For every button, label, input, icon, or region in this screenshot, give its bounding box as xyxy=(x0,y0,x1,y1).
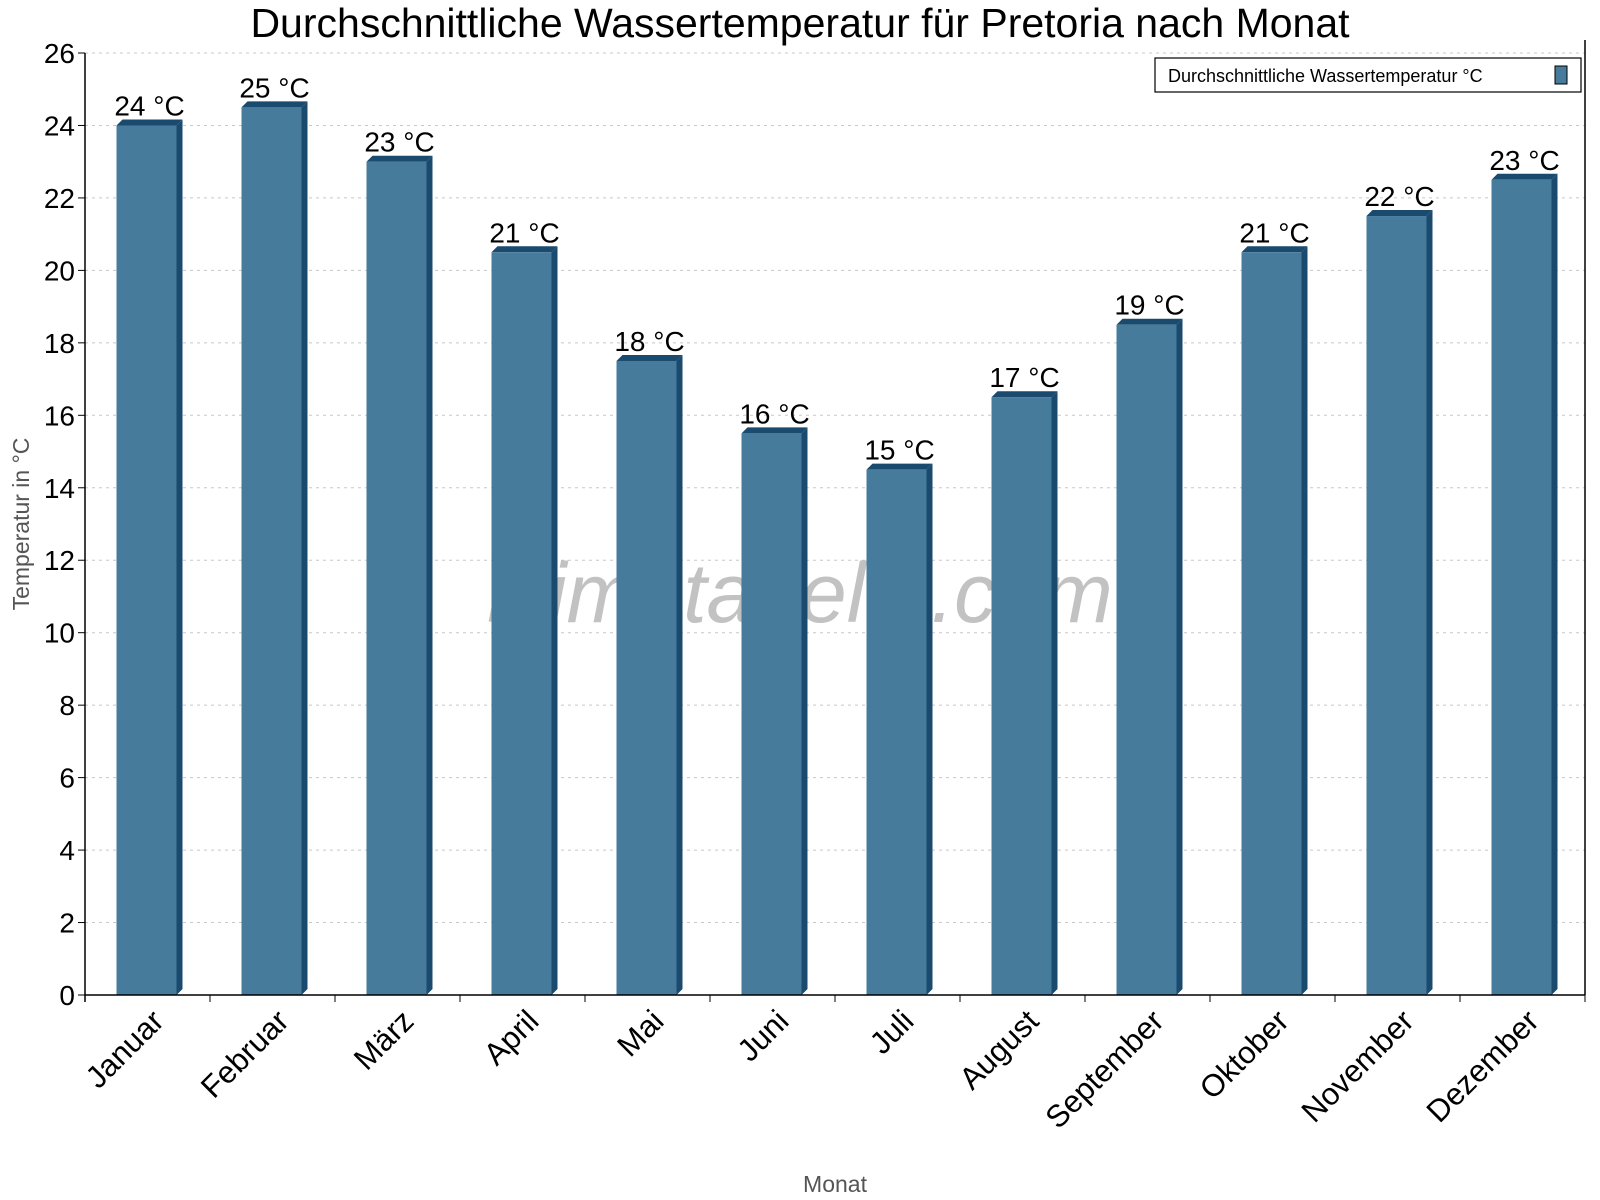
bar xyxy=(1241,252,1302,995)
bar-side xyxy=(426,155,433,995)
x-tick-label: September xyxy=(1038,1003,1170,1135)
data-label: 25 °C xyxy=(239,72,309,103)
bar xyxy=(241,107,302,996)
x-tick-label: März xyxy=(347,1003,420,1076)
bar-side xyxy=(551,246,558,995)
bar xyxy=(1366,216,1427,996)
x-tick-label: Mai xyxy=(610,1003,670,1063)
bar xyxy=(616,360,677,995)
bar-side xyxy=(301,101,308,996)
x-tick-label: Januar xyxy=(79,1003,171,1095)
bar-side xyxy=(1176,318,1183,995)
bar xyxy=(1116,324,1177,995)
bar-top xyxy=(991,391,1058,398)
y-axis-title: Temperatur in °C xyxy=(8,438,34,611)
bar-top xyxy=(116,119,183,126)
y-tick-label: 0 xyxy=(59,980,75,1011)
x-tick-label: Juli xyxy=(863,1003,921,1061)
bar-side xyxy=(676,354,683,995)
x-tick-label: Dezember xyxy=(1420,1003,1546,1129)
data-label: 17 °C xyxy=(989,362,1059,393)
y-tick-label: 26 xyxy=(44,38,75,69)
gridlines xyxy=(85,52,1585,924)
bar-top xyxy=(1366,210,1433,217)
y-tick-label: 20 xyxy=(44,255,75,286)
legend-box xyxy=(1154,57,1582,93)
bar xyxy=(991,397,1052,995)
x-axis-title: Monat xyxy=(803,1171,868,1197)
y-tick-label: 24 xyxy=(44,110,75,141)
data-label: 19 °C xyxy=(1114,290,1184,321)
y-tick-label: 10 xyxy=(44,618,75,649)
data-label: 23 °C xyxy=(364,127,434,158)
y-tick-label: 8 xyxy=(59,690,75,721)
bar xyxy=(1491,179,1552,996)
bar-top xyxy=(491,246,558,253)
chart-title: Durchschnittliche Wassertemperatur für P… xyxy=(250,0,1350,46)
x-tick-label: Oktober xyxy=(1193,1003,1296,1106)
x-tick-label: November xyxy=(1295,1003,1421,1129)
bar xyxy=(741,433,802,995)
bar-top xyxy=(866,463,933,470)
x-tick-label: April xyxy=(477,1003,546,1072)
bar-top xyxy=(366,155,433,162)
bar-side xyxy=(926,463,933,996)
data-label: 18 °C xyxy=(614,326,684,357)
y-tick-label: 22 xyxy=(44,183,75,214)
data-label: 21 °C xyxy=(489,217,559,248)
legend-label: Durchschnittliche Wassertemperatur °C xyxy=(1168,66,1483,86)
y-tick-label: 4 xyxy=(59,835,75,866)
legend-swatch xyxy=(1554,65,1568,85)
bar-top xyxy=(1241,246,1308,253)
x-tick-label: August xyxy=(952,1003,1045,1096)
x-tick-label: Juni xyxy=(730,1003,795,1068)
bar xyxy=(116,125,177,995)
data-label: 15 °C xyxy=(864,435,934,466)
x-tick-label: Februar xyxy=(194,1003,296,1105)
data-label: 21 °C xyxy=(1239,217,1309,248)
bar xyxy=(491,252,552,995)
data-label: 23 °C xyxy=(1489,145,1559,176)
bar-side xyxy=(1301,246,1308,995)
bar-side xyxy=(801,427,808,995)
y-tick-label: 14 xyxy=(44,473,75,504)
y-tick-label: 2 xyxy=(59,908,75,939)
bar-side xyxy=(176,119,183,995)
bar-top xyxy=(741,427,808,434)
y-tick-label: 18 xyxy=(44,328,75,359)
bar-top xyxy=(1491,173,1558,180)
y-tick-label: 6 xyxy=(59,763,75,794)
bar-side xyxy=(1051,391,1058,995)
y-tick-label: 12 xyxy=(44,545,75,576)
y-tick-label: 16 xyxy=(44,400,75,431)
bar-side xyxy=(1426,210,1433,996)
bar-top xyxy=(616,354,683,361)
legend: Durchschnittliche Wassertemperatur °C xyxy=(1154,57,1582,93)
bars: 24 °C 25 °C 23 °C 21 °C 18 °C 16 °C 15 °C 17 °C… xyxy=(114,72,1560,996)
bar xyxy=(866,469,927,996)
data-label: 16 °C xyxy=(739,398,809,429)
bar-top xyxy=(1116,318,1183,325)
bar xyxy=(366,161,427,995)
bar-side xyxy=(1551,173,1558,996)
bar-top xyxy=(241,101,308,108)
data-label: 24 °C xyxy=(114,90,184,121)
data-label: 22 °C xyxy=(1364,181,1434,212)
